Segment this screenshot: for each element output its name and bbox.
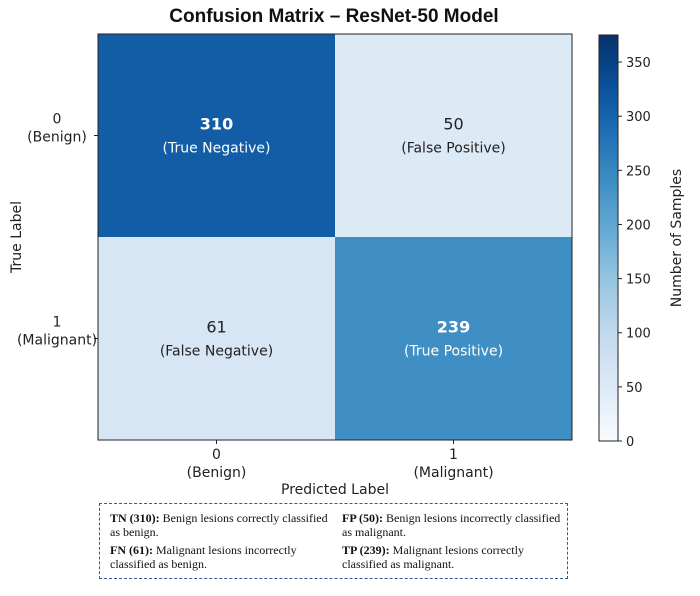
- legend-tp: TP (239): Malignant lesions correctly cl…: [342, 543, 562, 571]
- colorbar-tick-label: 300: [626, 110, 651, 125]
- cell-value-label: 61: [206, 318, 226, 337]
- cell-value-label: 239: [437, 318, 470, 337]
- legend-fn-key: FN (61):: [110, 543, 153, 557]
- x-tick-name: (Malignant): [413, 465, 493, 481]
- legend-tp-key: TP (239):: [342, 543, 390, 557]
- x-tick-name: (Benign): [187, 465, 247, 481]
- cell-caption-label: (True Negative): [163, 141, 271, 157]
- colorbar-tick-label: 100: [626, 327, 651, 342]
- colorbar-tick-label: 200: [626, 218, 651, 233]
- cell-value-label: 50: [443, 115, 463, 134]
- colorbar-tick-label: 0: [626, 435, 634, 450]
- colorbar-tick-label: 150: [626, 273, 651, 288]
- legend-fp-text: Benign lesions incorrectly classified as…: [342, 511, 561, 539]
- colorbar-tick-label: 350: [626, 56, 651, 71]
- y-tick-name: (Malignant): [17, 333, 97, 349]
- cell-caption-label: (True Positive): [404, 344, 503, 360]
- colorbar-tick-label: 250: [626, 164, 651, 179]
- y-tick-label: 1: [53, 315, 62, 331]
- y-tick-label: 0: [53, 112, 62, 128]
- heatmap-cell: [98, 237, 335, 440]
- confusion-matrix-chart: 310 (True Negative) 50 (False Positive) 61 (F…: [9, 33, 685, 498]
- x-tick-label: 0: [212, 447, 221, 463]
- legend-fp: FP (50): Benign lesions incorrectly clas…: [342, 511, 562, 539]
- legend-tn-text: Benign lesions correctly classified as b…: [110, 511, 328, 539]
- legend-tn-key: TN (310):: [110, 511, 160, 525]
- legend-box: TN (310): Benign lesions correctly class…: [99, 503, 568, 579]
- heatmap-cell: [335, 237, 572, 440]
- legend-fn: FN (61): Malignant lesions incorrectly c…: [110, 543, 330, 571]
- plot-frame: [97, 33, 573, 441]
- legend-fn-text: Malignant lesions incorrectly classified…: [110, 543, 297, 571]
- colorbar: [598, 34, 619, 442]
- heatmap-cell: [98, 34, 335, 237]
- chart-title: Confusion Matrix – ResNet-50 Model: [169, 6, 499, 27]
- legend-fp-key: FP (50):: [342, 511, 383, 525]
- cell-caption-label: (False Positive): [401, 141, 506, 157]
- heatmap-cell: [335, 34, 572, 237]
- colorbar-tick-label: 50: [626, 381, 643, 396]
- cell-value-label: 310: [200, 115, 233, 134]
- y-axis-label: True Label: [9, 201, 25, 274]
- colorbar-label: Number of Samples: [669, 169, 685, 307]
- x-tick-label: 1: [449, 447, 458, 463]
- legend-tn: TN (310): Benign lesions correctly class…: [110, 511, 330, 539]
- cell-caption-label: (False Negative): [160, 344, 273, 360]
- legend-tp-text: Malignant lesions correctly classified a…: [342, 543, 524, 571]
- y-tick-name: (Benign): [27, 130, 87, 146]
- x-axis-label: Predicted Label: [281, 482, 389, 498]
